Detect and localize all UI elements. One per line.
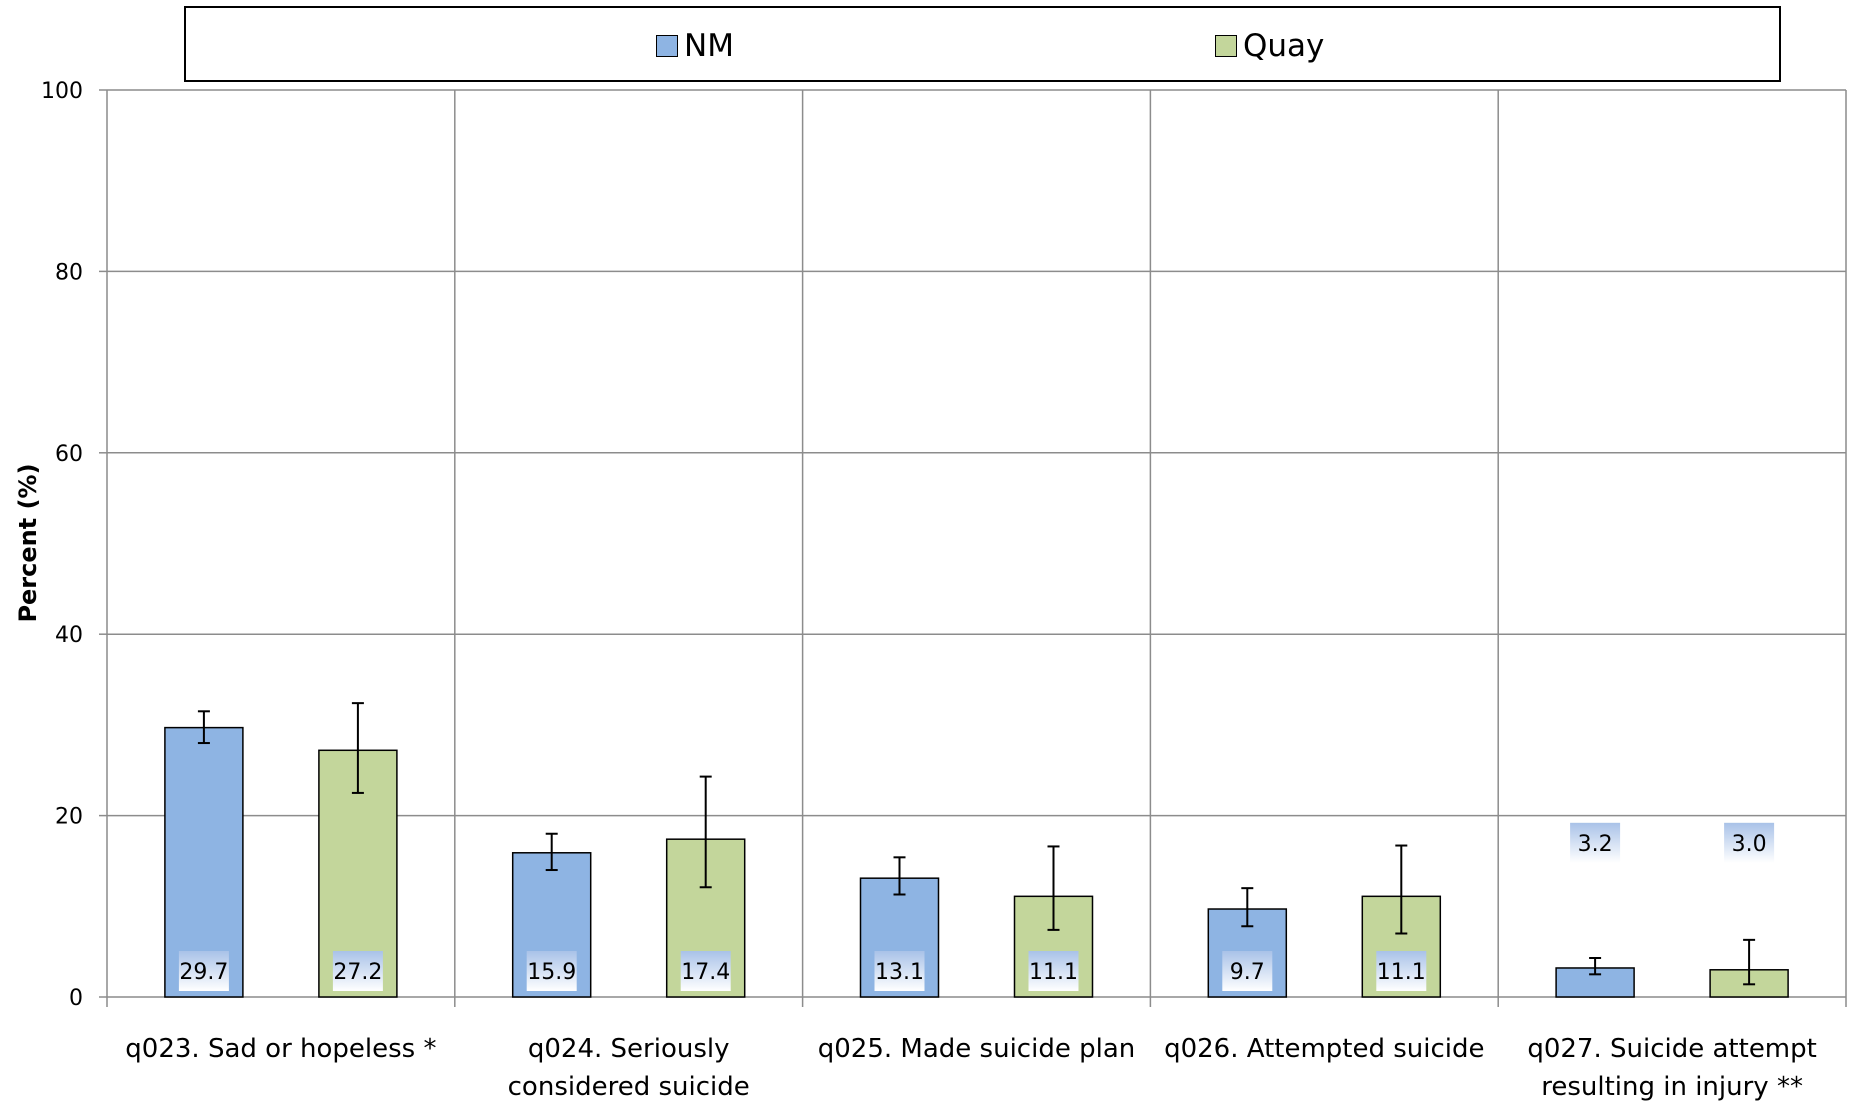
- x-category-label: q026. Attempted suicide: [1164, 1034, 1484, 1064]
- data-label-box: [1724, 822, 1775, 863]
- data-label: 3.0: [1732, 832, 1767, 857]
- data-label: 13.1: [875, 960, 924, 985]
- data-label-box: [680, 951, 731, 991]
- y-tick-label: 80: [55, 260, 83, 285]
- y-tick-label: 0: [69, 986, 83, 1011]
- data-label-box: [1028, 951, 1079, 991]
- data-label-box: [1570, 822, 1621, 863]
- legend-item-quay: Quay: [1215, 28, 1324, 64]
- data-label: 3.2: [1578, 832, 1613, 857]
- y-tick-label: 20: [55, 805, 83, 830]
- x-category-label: q027. Suicide attempt: [1527, 1034, 1817, 1064]
- x-category-label: q024. Seriously: [528, 1034, 730, 1064]
- data-label: 17.4: [681, 960, 730, 985]
- x-category-label: q025. Made suicide plan: [818, 1034, 1135, 1064]
- x-category-label: q023. Sad or hopeless *: [125, 1034, 436, 1064]
- x-category-label: resulting in injury **: [1541, 1072, 1803, 1102]
- data-label: 29.7: [179, 960, 228, 985]
- data-label: 27.2: [333, 960, 382, 985]
- data-label: 9.7: [1230, 960, 1265, 985]
- legend-label-nm: NM: [684, 28, 734, 64]
- legend: NM Quay: [184, 6, 1781, 82]
- data-label: 11.1: [1029, 960, 1078, 985]
- data-label-box: [1222, 951, 1273, 991]
- data-label: 11.1: [1377, 960, 1426, 985]
- legend-swatch-quay: [1215, 35, 1237, 57]
- data-label-box: [874, 951, 925, 991]
- y-tick-label: 40: [55, 623, 83, 648]
- y-tick-label: 100: [41, 79, 83, 104]
- y-tick-label: 60: [55, 442, 83, 467]
- legend-swatch-nm: [656, 35, 678, 57]
- data-label-box: [1376, 951, 1427, 991]
- data-label-box: [332, 951, 383, 991]
- x-category-label: considered suicide: [508, 1072, 750, 1102]
- legend-item-nm: NM: [656, 28, 734, 64]
- data-label: 15.9: [527, 960, 576, 985]
- data-label-box: [178, 951, 229, 991]
- legend-label-quay: Quay: [1243, 28, 1325, 64]
- data-label-box: [526, 951, 577, 991]
